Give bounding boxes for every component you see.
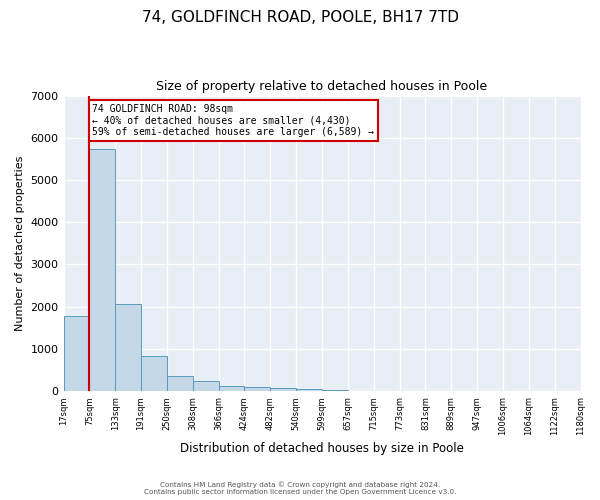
Text: 74, GOLDFINCH ROAD, POOLE, BH17 7TD: 74, GOLDFINCH ROAD, POOLE, BH17 7TD	[142, 10, 458, 25]
Bar	[89, 149, 115, 391]
Bar	[244, 388, 271, 391]
Title: Size of property relative to detached houses in Poole: Size of property relative to detached ho…	[157, 80, 488, 93]
Text: 74 GOLDFINCH ROAD: 98sqm
← 40% of detached houses are smaller (4,430)
59% of sem: 74 GOLDFINCH ROAD: 98sqm ← 40% of detach…	[92, 104, 374, 137]
Bar	[64, 316, 89, 391]
Bar	[115, 304, 141, 391]
Bar	[218, 386, 244, 391]
Bar	[193, 380, 218, 391]
Bar	[322, 390, 348, 391]
Y-axis label: Number of detached properties: Number of detached properties	[15, 156, 25, 331]
Bar	[167, 376, 193, 391]
Text: Contains HM Land Registry data © Crown copyright and database right 2024.
Contai: Contains HM Land Registry data © Crown c…	[144, 482, 456, 495]
Bar	[271, 388, 296, 391]
Bar	[296, 389, 322, 391]
Bar	[141, 356, 167, 391]
X-axis label: Distribution of detached houses by size in Poole: Distribution of detached houses by size …	[180, 442, 464, 455]
